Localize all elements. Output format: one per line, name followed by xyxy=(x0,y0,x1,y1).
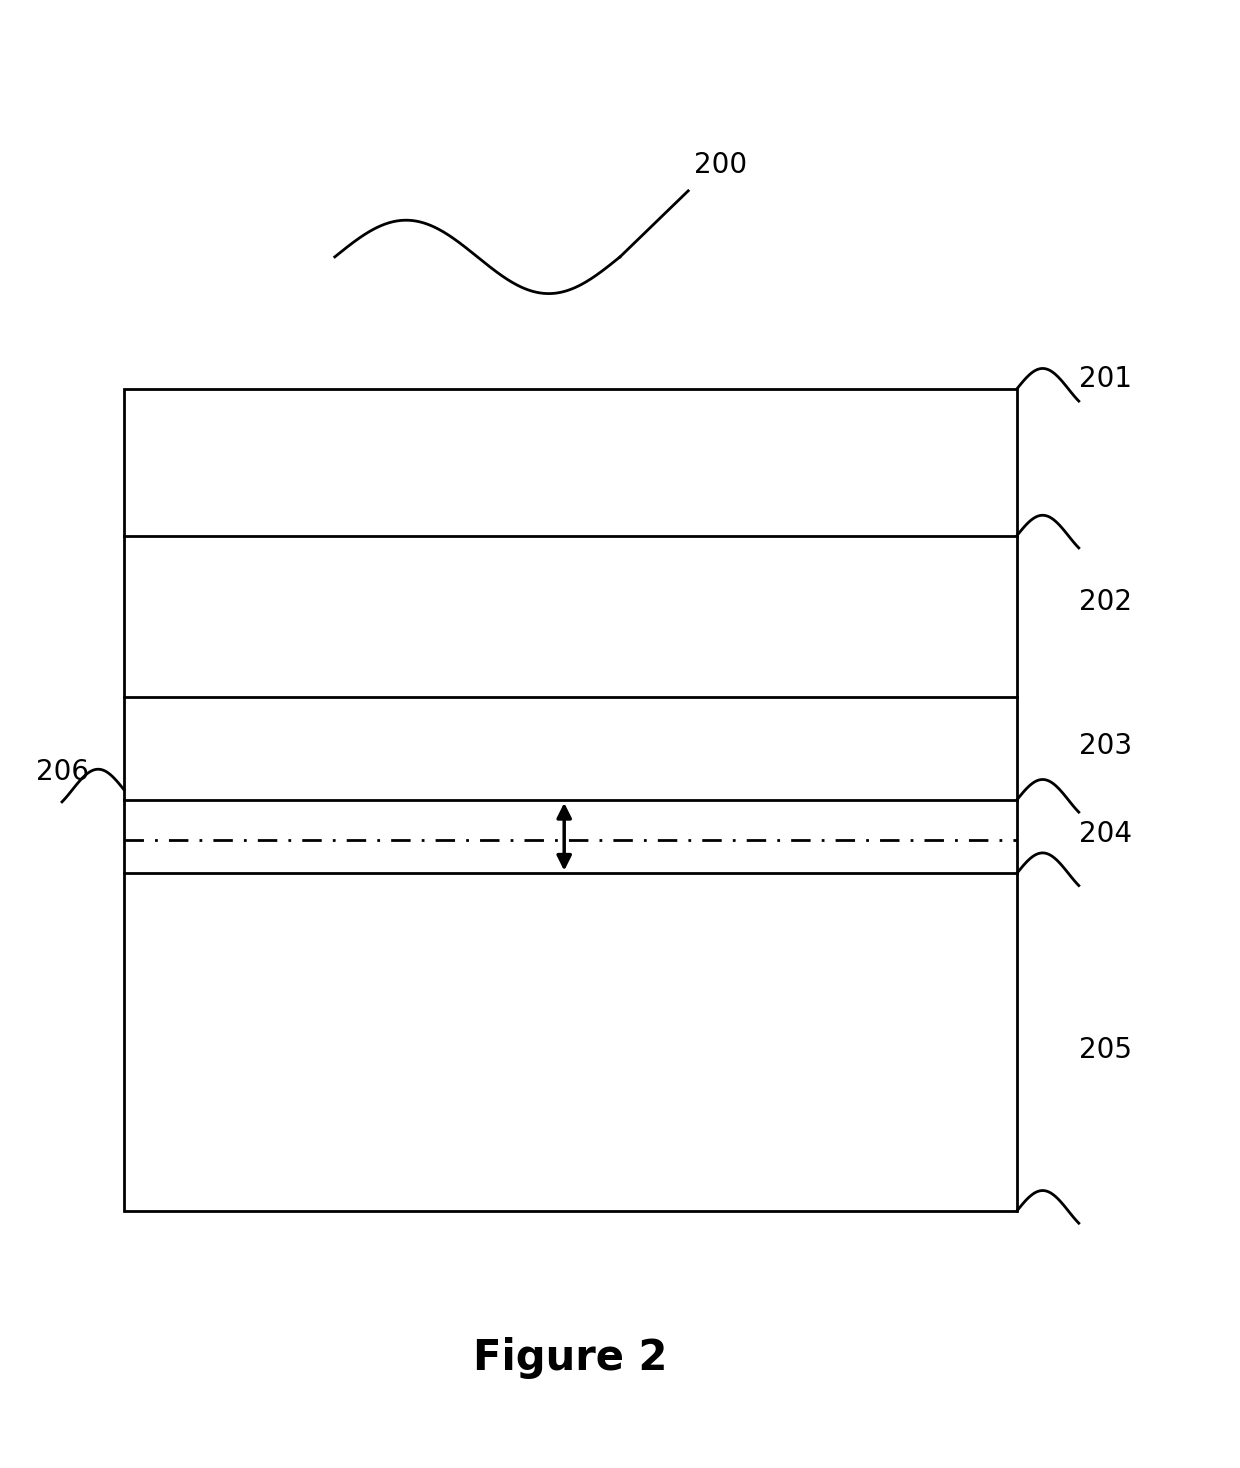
Text: 205: 205 xyxy=(1079,1035,1132,1064)
Text: 200: 200 xyxy=(694,151,748,179)
Text: 202: 202 xyxy=(1079,587,1132,617)
Text: Figure 2: Figure 2 xyxy=(474,1337,667,1378)
Text: 204: 204 xyxy=(1079,819,1132,849)
Text: 201: 201 xyxy=(1079,364,1132,393)
Text: 203: 203 xyxy=(1079,731,1132,760)
Bar xyxy=(124,389,1017,1211)
Text: 206: 206 xyxy=(36,757,89,787)
